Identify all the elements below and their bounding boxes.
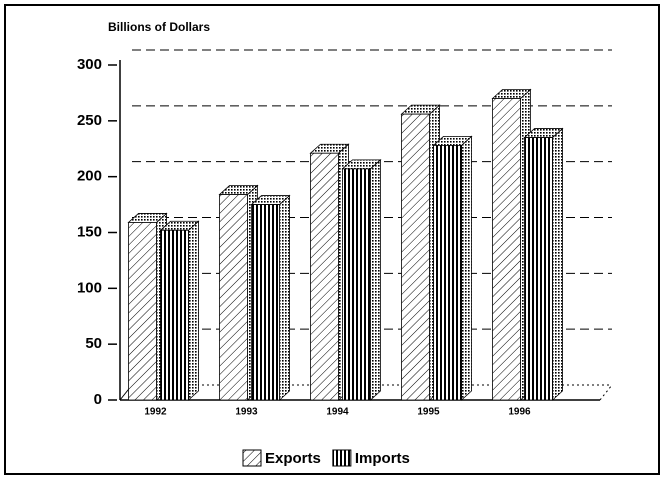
y-tick-label: 0 bbox=[94, 391, 102, 408]
bar bbox=[128, 222, 157, 401]
bar-side bbox=[279, 194, 290, 401]
y-tick-label: 150 bbox=[77, 223, 102, 240]
y-tick-label: 200 bbox=[77, 168, 102, 185]
x-tick-label: 1994 bbox=[326, 407, 349, 418]
legend-swatch bbox=[242, 449, 262, 467]
legend-swatch bbox=[332, 449, 352, 467]
bar-side bbox=[461, 135, 472, 401]
bar bbox=[524, 137, 553, 401]
bar bbox=[492, 98, 521, 401]
bar bbox=[160, 229, 189, 401]
bar bbox=[433, 144, 462, 401]
y-tick-label: 300 bbox=[77, 56, 102, 73]
x-tick-label: 1996 bbox=[508, 407, 531, 418]
y-tick-label: 250 bbox=[77, 112, 102, 129]
y-tick-label: 100 bbox=[77, 279, 102, 296]
bar bbox=[219, 194, 248, 401]
x-tick-label: 1992 bbox=[144, 407, 167, 418]
y-tick-label: 50 bbox=[85, 335, 102, 352]
bar bbox=[401, 113, 430, 401]
bar bbox=[310, 152, 339, 401]
bar-side bbox=[188, 220, 199, 401]
x-tick-label: 1995 bbox=[417, 407, 440, 418]
floor-right bbox=[599, 384, 613, 401]
x-tick-label: 1993 bbox=[235, 407, 258, 418]
axis-title: Billions of Dollars bbox=[108, 20, 210, 34]
bar bbox=[342, 168, 371, 401]
bar-side bbox=[552, 127, 563, 401]
bar bbox=[251, 204, 280, 401]
legend-label: Imports bbox=[355, 450, 410, 467]
bar-side bbox=[370, 158, 381, 401]
legend-label: Exports bbox=[265, 450, 321, 467]
